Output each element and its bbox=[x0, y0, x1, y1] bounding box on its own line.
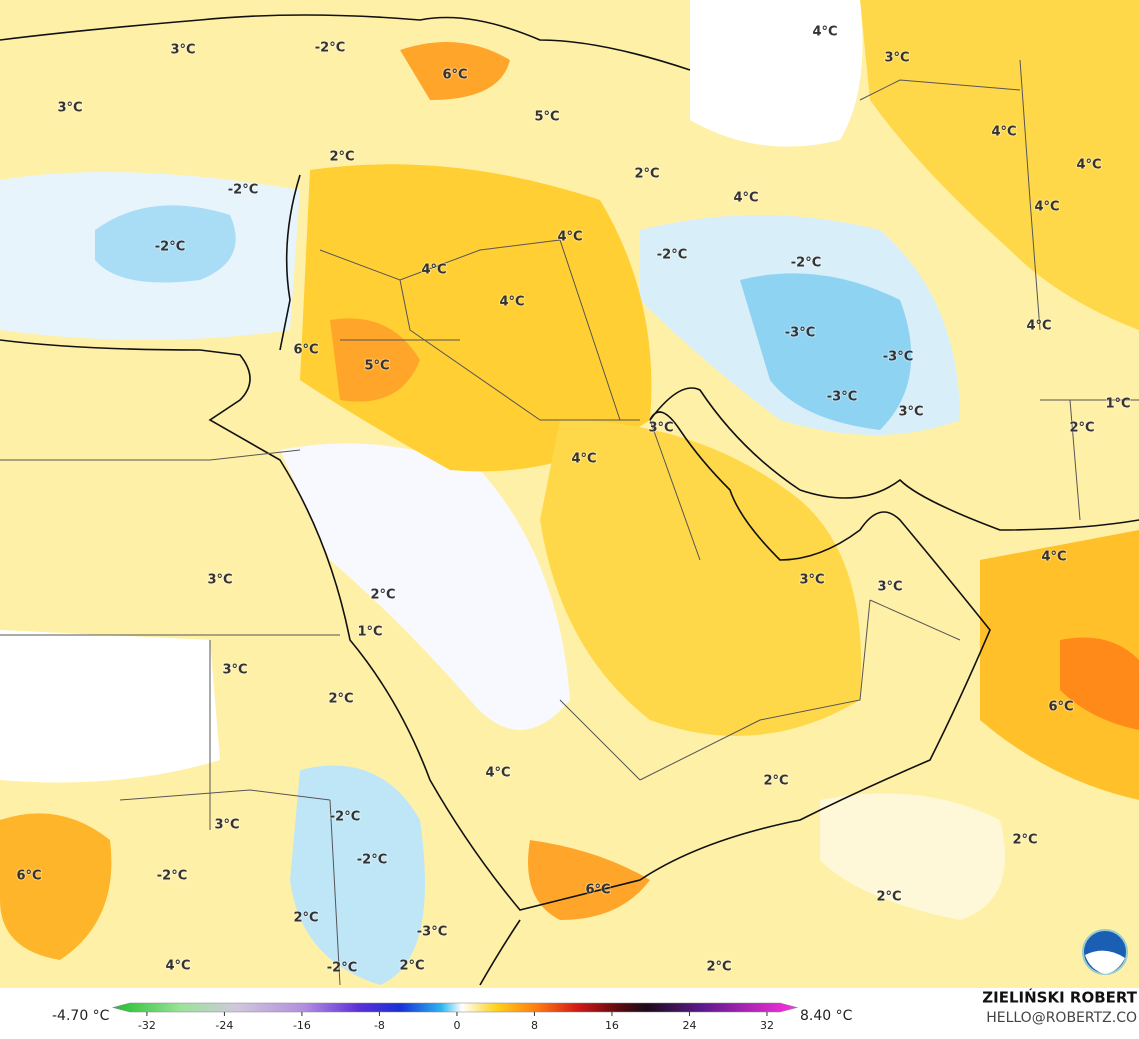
colorbar-max-label: 8.40 °C bbox=[800, 1008, 853, 1024]
noaa-logo bbox=[1082, 929, 1128, 975]
map-area bbox=[0, 0, 1139, 988]
temperature-label: 3°C bbox=[222, 663, 247, 678]
temperature-label: 4°C bbox=[1026, 319, 1051, 334]
email: HELLO@ROBERTZ.CO bbox=[986, 1010, 1137, 1026]
temperature-label: 4°C bbox=[1041, 550, 1066, 565]
temperature-label: 4°C bbox=[421, 263, 446, 278]
temperature-label: 2°C bbox=[293, 911, 318, 926]
temperature-label: 1°C bbox=[357, 625, 382, 640]
coastline bbox=[279, 174, 521, 986]
temperature-label: 6°C bbox=[293, 343, 318, 358]
temperature-label: 2°C bbox=[1012, 833, 1037, 848]
temperature-label: 3°C bbox=[207, 573, 232, 588]
temperature-label: 4°C bbox=[991, 125, 1016, 140]
cold-zone bbox=[290, 765, 425, 985]
credit: ZIELIŃSKI ROBERT bbox=[982, 988, 1137, 1007]
temperature-label: 2°C bbox=[1069, 421, 1094, 436]
temperature-label: -2°C bbox=[657, 248, 687, 263]
temperature-label: -3°C bbox=[417, 925, 447, 940]
temperature-label: 3°C bbox=[170, 43, 195, 58]
temperature-label: 2°C bbox=[763, 774, 788, 789]
temperature-label: 5°C bbox=[364, 359, 389, 374]
temperature-label: -2°C bbox=[791, 256, 821, 271]
temperature-label: 5°C bbox=[534, 110, 559, 125]
temperature-label: -2°C bbox=[330, 810, 360, 825]
neutral-zone bbox=[0, 630, 220, 783]
temperature-label: 6°C bbox=[442, 68, 467, 83]
temperature-label: 3°C bbox=[648, 421, 673, 436]
temperature-label: -2°C bbox=[327, 961, 357, 976]
colorbar-tick-label: 8 bbox=[531, 1019, 538, 1032]
temperature-label: -2°C bbox=[357, 853, 387, 868]
colorbar-gradient bbox=[111, 1002, 799, 1013]
temperature-label: 1°C bbox=[1105, 397, 1130, 412]
neutral-zone bbox=[280, 443, 570, 730]
border bbox=[0, 59, 1139, 986]
temperature-label: 4°C bbox=[485, 766, 510, 781]
colorbar-tick-label: -16 bbox=[293, 1019, 311, 1032]
coastline bbox=[0, 14, 1139, 911]
colorbar-tick-label: 24 bbox=[682, 1019, 696, 1032]
temperature-label: 4°C bbox=[499, 295, 524, 310]
warm-zone bbox=[980, 530, 1139, 800]
temperature-label: 6°C bbox=[1048, 700, 1073, 715]
temperature-label: 3°C bbox=[214, 818, 239, 833]
temperature-label: -2°C bbox=[315, 41, 345, 56]
colorbar-tick-label: -24 bbox=[215, 1019, 233, 1032]
colorbar: -4.70 °C 8.40 °C -32 -24 -16 -8 0 8 16 24 32 bbox=[52, 1002, 853, 1032]
hot-zone bbox=[0, 813, 112, 960]
temperature-label: 2°C bbox=[370, 588, 395, 603]
temperature-label: -3°C bbox=[827, 390, 857, 405]
temperature-label: 4°C bbox=[557, 230, 582, 245]
neutral-zone bbox=[690, 0, 863, 147]
hot-zone bbox=[330, 318, 420, 402]
temperature-labels: 3°C -2°C 6°C 4°C 3°C 3°C 5°C 4°C 4°C 2°C 2°C -2°C 4°… bbox=[15, 24, 1131, 977]
temperature-label: -3°C bbox=[785, 326, 815, 341]
temperature-label: 2°C bbox=[399, 959, 424, 974]
colorbar-tick-label: 16 bbox=[605, 1019, 619, 1032]
colorbar-tick-label: 0 bbox=[453, 1019, 460, 1032]
temperature-label: 2°C bbox=[329, 150, 354, 165]
neutral-zone bbox=[820, 793, 1005, 920]
temperature-label: 2°C bbox=[634, 167, 659, 182]
temperature-label: 2°C bbox=[876, 890, 901, 905]
temperature-label: 3°C bbox=[57, 101, 82, 116]
temperature-label: 3°C bbox=[884, 51, 909, 66]
cold-zone bbox=[740, 273, 912, 430]
temperature-label: 4°C bbox=[733, 191, 758, 206]
temperature-label: -2°C bbox=[228, 183, 258, 198]
temperature-label: 6°C bbox=[16, 869, 41, 884]
temperature-label: 3°C bbox=[877, 580, 902, 595]
temperature-label: 4°C bbox=[571, 452, 596, 467]
temperature-label: 2°C bbox=[328, 692, 353, 707]
cold-zone bbox=[95, 205, 236, 283]
hot-zone bbox=[1060, 637, 1139, 730]
colorbar-tick-label: -32 bbox=[138, 1019, 156, 1032]
colorbar-tick-label: -8 bbox=[374, 1019, 385, 1032]
temperature-label: 4°C bbox=[1034, 200, 1059, 215]
colorbar-min-label: -4.70 °C bbox=[52, 1008, 110, 1024]
temperature-label: 3°C bbox=[898, 405, 923, 420]
temperature-label: 4°C bbox=[1076, 158, 1101, 173]
colorbar-tick-label: 32 bbox=[760, 1019, 774, 1032]
temperature-label: -2°C bbox=[155, 240, 185, 255]
temperature-label: 3°C bbox=[799, 573, 824, 588]
temperature-label: -2°C bbox=[157, 869, 187, 884]
hot-zone bbox=[400, 42, 510, 100]
warm-zone bbox=[540, 420, 862, 736]
temperature-label: 4°C bbox=[812, 25, 837, 40]
temperature-label: -3°C bbox=[883, 350, 913, 365]
temperature-label: 6°C bbox=[585, 883, 610, 898]
temperature-label: 2°C bbox=[706, 960, 731, 975]
temperature-label: 4°C bbox=[165, 959, 190, 974]
